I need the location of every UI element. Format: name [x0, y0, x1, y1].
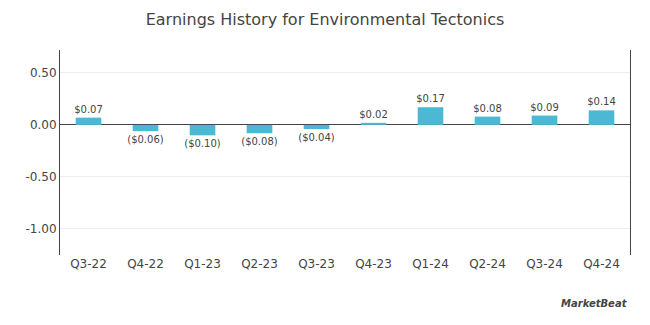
svg-text:-1.00: -1.00: [26, 222, 57, 236]
svg-text:Q2-23: Q2-23: [241, 257, 278, 271]
svg-text:Q1-23: Q1-23: [184, 257, 221, 271]
svg-text:($0.08): ($0.08): [241, 136, 278, 147]
svg-text:$0.17: $0.17: [416, 93, 445, 104]
svg-text:$0.02: $0.02: [359, 109, 388, 120]
svg-text:Q3-23: Q3-23: [298, 257, 335, 271]
svg-text:$0.07: $0.07: [74, 104, 103, 115]
svg-text:Q3-22: Q3-22: [70, 257, 107, 271]
svg-text:$0.14: $0.14: [587, 96, 616, 107]
svg-text:Q4-24: Q4-24: [583, 257, 620, 271]
svg-text:$0.08: $0.08: [473, 103, 502, 114]
svg-text:Q4-22: Q4-22: [127, 257, 164, 271]
svg-text:0.00: 0.00: [30, 118, 57, 132]
svg-text:Q4-23: Q4-23: [355, 257, 392, 271]
svg-text:Q2-24: Q2-24: [469, 257, 506, 271]
svg-text:Q3-24: Q3-24: [526, 257, 563, 271]
svg-text:Q1-24: Q1-24: [412, 257, 449, 271]
svg-text:MarketBeat: MarketBeat: [561, 298, 628, 309]
svg-text:0.50: 0.50: [30, 66, 57, 80]
svg-text:($0.04): ($0.04): [298, 132, 335, 143]
svg-text:Earnings History for Environme: Earnings History for Environmental Tecto…: [146, 10, 505, 29]
svg-text:$0.09: $0.09: [530, 102, 559, 113]
svg-text:($0.06): ($0.06): [127, 134, 164, 145]
svg-text:($0.10): ($0.10): [184, 138, 221, 149]
svg-text:-0.50: -0.50: [26, 170, 57, 184]
